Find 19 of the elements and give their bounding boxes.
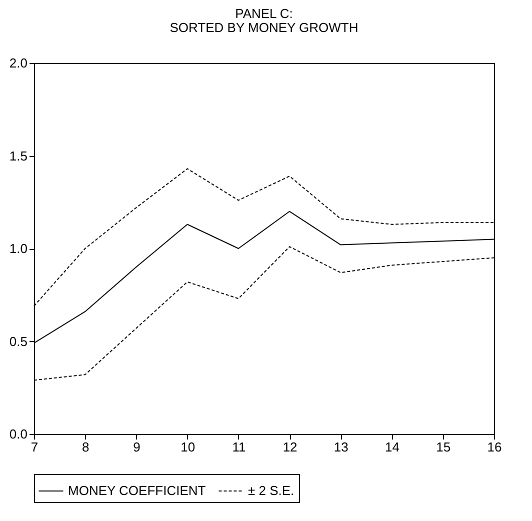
legend-label: ± 2 S.E.	[248, 483, 294, 498]
x-tick-label: 9	[133, 440, 140, 454]
x-tick-label: 14	[385, 440, 400, 454]
x-tick-label: 10	[180, 440, 196, 454]
x-tick-label: 11	[232, 440, 246, 454]
y-tick-label: 1.5	[9, 148, 28, 164]
x-tick-label: 8	[82, 440, 90, 454]
x-tick-label: 15	[436, 440, 451, 454]
chart-subtitle: SORTED BY MONEY GROWTH	[170, 20, 358, 35]
y-tick-label: 0.5	[9, 334, 28, 349]
x-tick-label: 12	[282, 440, 298, 454]
y-tick-label: 1.0	[9, 241, 28, 256]
x-tick-label: 7	[30, 440, 38, 454]
y-tick-label: 2.0	[9, 56, 28, 70]
x-tick-label: 13	[334, 440, 348, 454]
legend-label: MONEY COEFFICIENT	[68, 483, 206, 498]
y-tick-label: 0.0	[9, 426, 28, 442]
x-tick-label: 16	[487, 440, 502, 454]
chart-title: PANEL C:	[235, 6, 293, 21]
